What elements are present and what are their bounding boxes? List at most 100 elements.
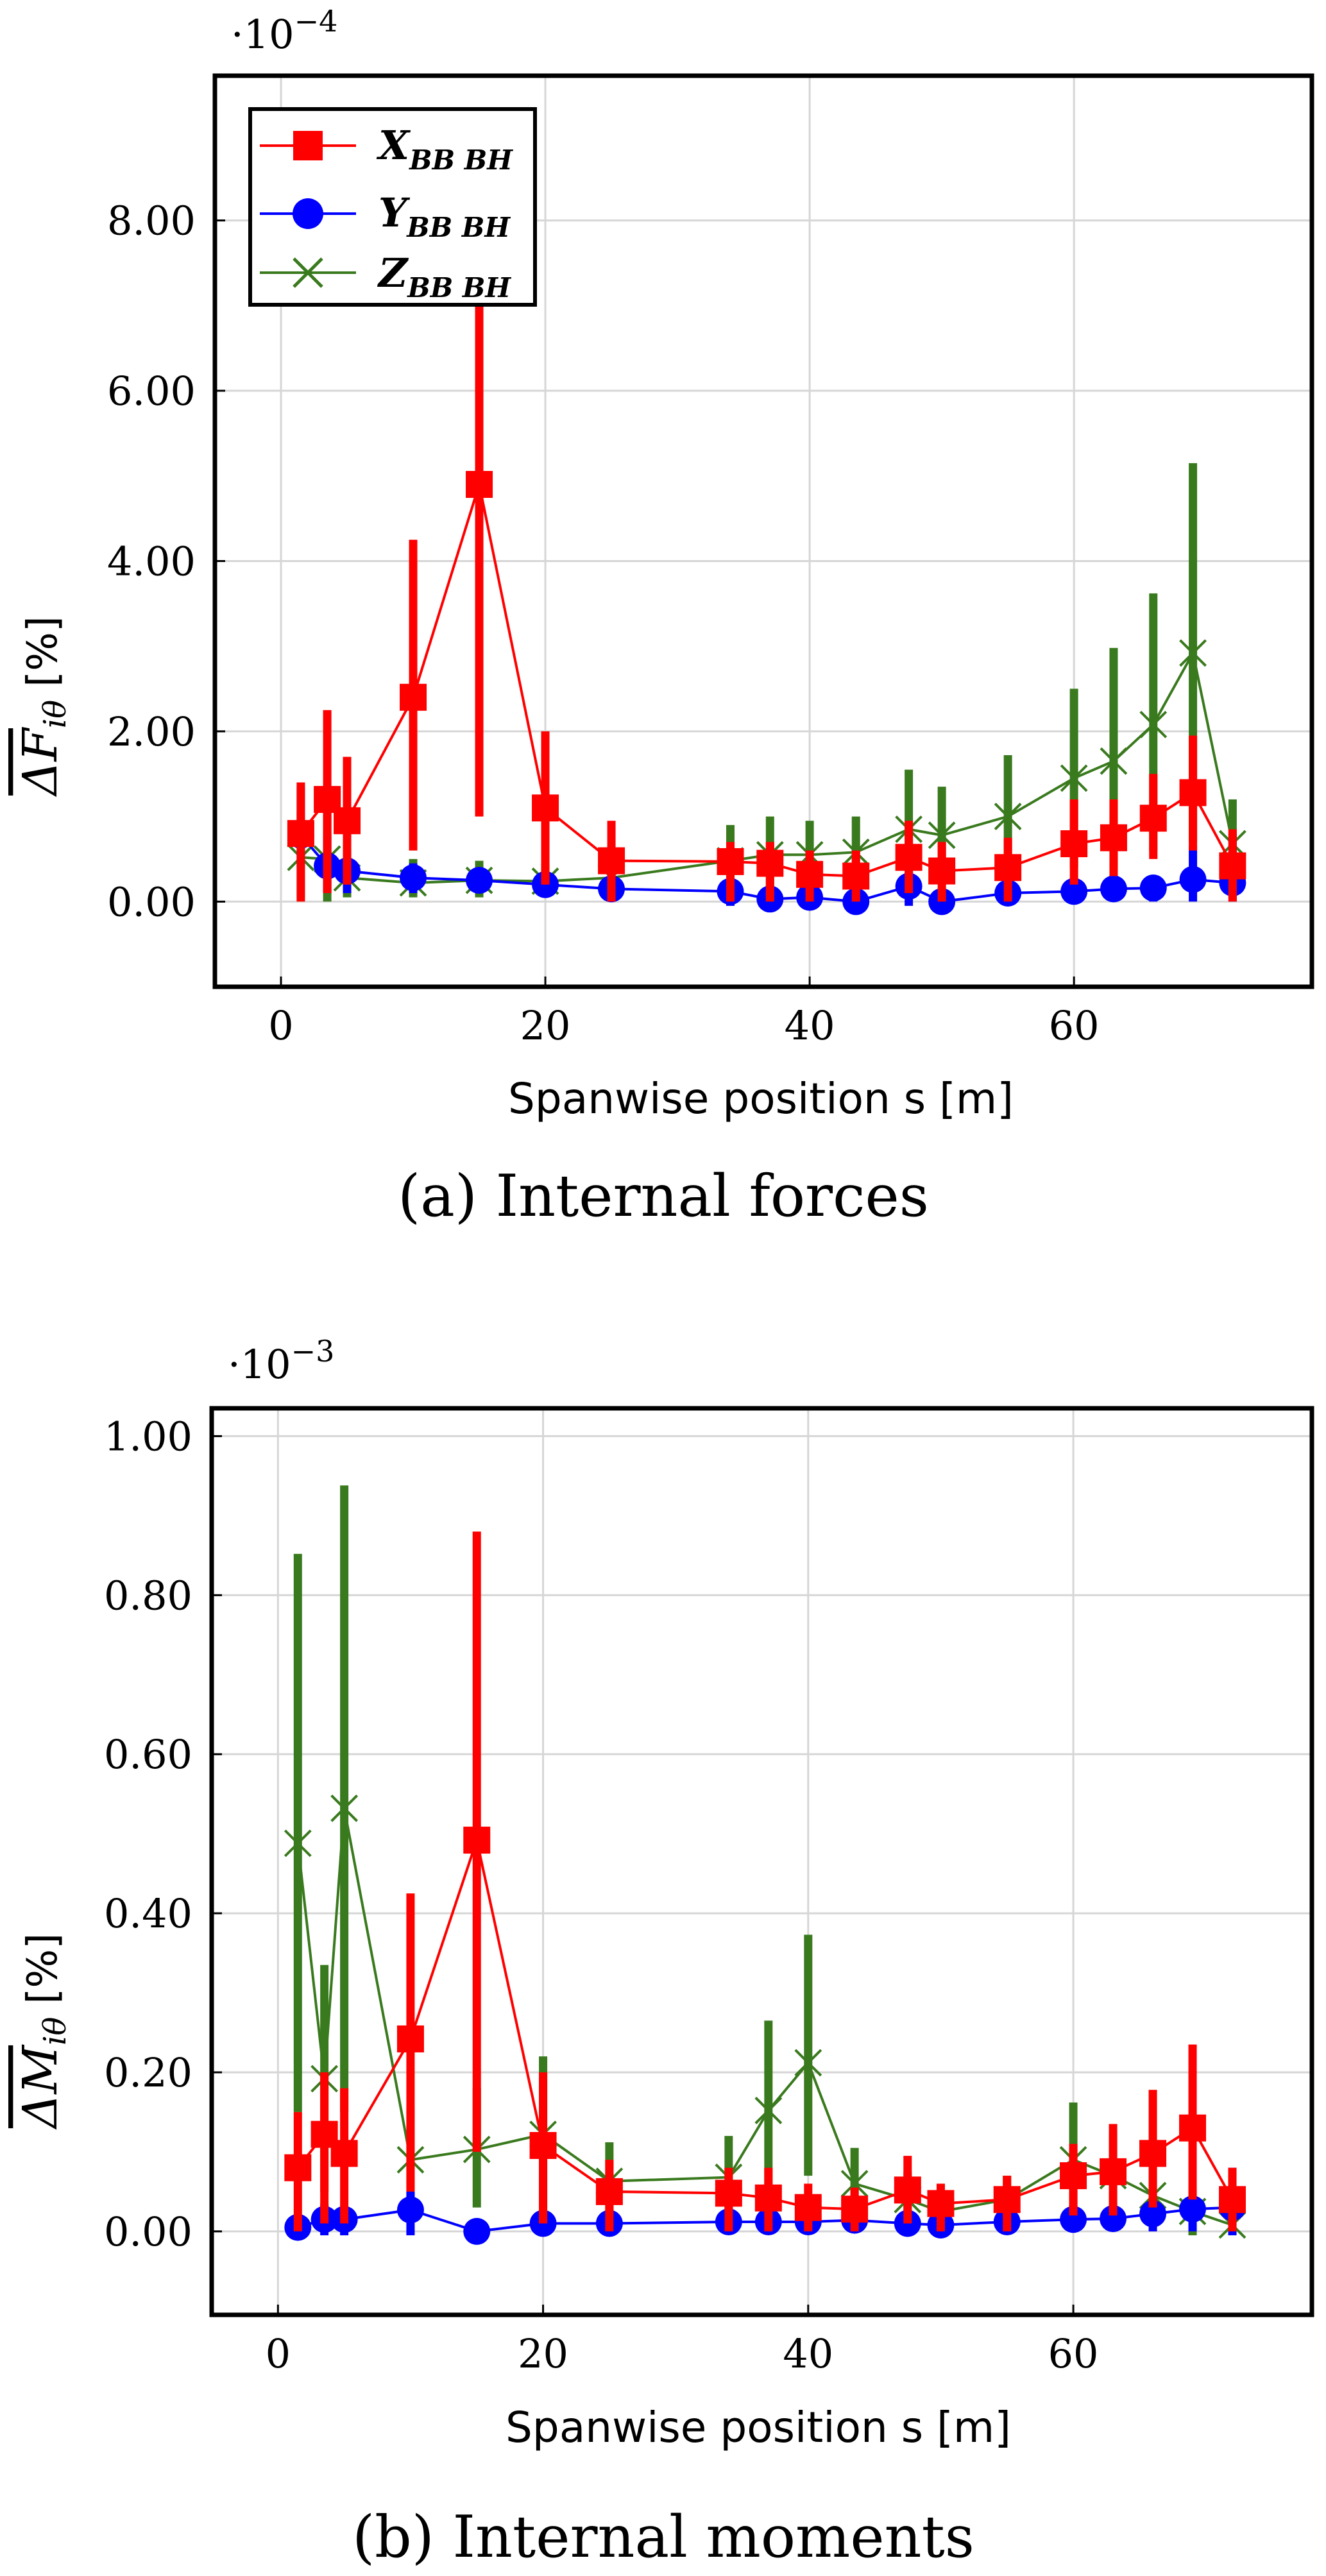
moments-y-tick-label: 0.40 [104,1890,192,1937]
moments-x-point [715,2179,742,2207]
forces-series-x [287,288,1246,902]
forces-y-tick-label: 0.00 [107,878,196,925]
forces-x-tick-label: 40 [785,1002,835,1049]
forces-caption: (a) Internal forces [398,1163,929,1230]
moments-x-point [1179,2114,1207,2142]
forces-x-point [287,820,314,848]
moments-series-x [284,1531,1246,2231]
legend-marker-square [293,131,323,160]
moments-x-point [595,2178,623,2205]
forces-z-point [1100,747,1128,775]
moments-x-point [284,2154,312,2181]
forces-y-tick-label: 2.00 [107,708,196,755]
forces-x-point [598,847,625,874]
forces-x-point [400,683,427,711]
forces-x-point [1060,830,1088,858]
moments-z-point [840,2170,869,2197]
forces-z-point [1060,764,1088,792]
forces-y-label: ΔFiθ [%] [13,616,73,798]
forces-y-label-unit: [%] [19,616,67,687]
forces-x-point [1219,852,1246,880]
moments-x-point [463,1827,491,1854]
forces-y-label-main: ΔF [13,726,68,797]
moments-caption: (b) Internal moments [352,2503,974,2571]
forces-z-point [994,803,1022,830]
moments-y-tick-label: 0.60 [104,1731,192,1778]
moments-x-point [1139,2140,1167,2167]
moments-x-tick-label: 60 [1048,2330,1099,2377]
moments-x-point [330,2140,358,2167]
forces-x-point [1100,824,1127,851]
legend-entry-y: YBB BH [260,189,511,243]
svg-text:ΔMiθ[%]: ΔMiθ [%] [13,1933,73,2130]
forces-x-label: Spanwise position s [m] [508,1074,1014,1123]
moments-y-tick-label: 0.80 [104,1572,192,1619]
legend-marker-circle [293,198,323,229]
moments-x-point [1219,2186,1246,2213]
moments-series-z [284,1485,1246,2239]
moments-scale-label: ·10−3 [228,1334,334,1388]
moments-x-point [927,2190,955,2217]
moments-y-point [463,2217,491,2245]
forces-y-tick-label: 4.00 [107,538,196,584]
moments-x-tick-label: 20 [518,2330,568,2377]
forces-x-tick-label: 60 [1049,1002,1100,1049]
forces-y-label-sub: iθ [37,700,73,728]
moments-y-tick-label: 1.00 [104,1413,192,1460]
forces-z-point [1179,639,1207,667]
legend-marker-x [293,257,323,288]
forces-y-point [400,864,427,892]
forces-y-tick-label: 8.00 [107,198,196,244]
forces-y-point [466,867,493,894]
moments-y-tick-label: 0.20 [104,2049,192,2096]
moments-y-label: ΔMiθ [%] [13,1933,73,2130]
moments-y-point [1100,2205,1127,2233]
svg-text:ΔFiθ[%]: ΔFiθ [%] [13,616,73,798]
forces-y-point [1139,874,1167,902]
moments-x-point [841,2196,869,2223]
svg-text:ZBB BH: ZBB BH [377,250,511,303]
moments-x-label: Spanwise position s [m] [506,2403,1011,2452]
forces-x-point [466,471,493,499]
forces-x-tick-label: 20 [520,1002,571,1049]
forces-x-point [1179,779,1207,806]
moments-x-point [1060,2162,1087,2190]
moments-x-point [993,2186,1021,2213]
moments-x-point [396,2025,424,2052]
moments-z-point [330,1795,359,1822]
moments-y-point [1179,2196,1207,2223]
moments-z-point [754,2097,783,2124]
forces-scale-label: ·10−4 [231,4,337,58]
forces-x-point [717,848,744,875]
svg-text:YBB BH: YBB BH [378,189,511,243]
legend-entry-z: ZBB BH [260,250,511,303]
forces-ticks: 0 20 40 60 0.00 2.00 4.00 6.00 8.00 [107,198,1100,1049]
moments-z-point [284,1829,312,1857]
moments-series [284,1485,1246,2245]
forces-x-point [756,849,784,877]
forces-y-tick-label: 6.00 [107,368,196,414]
legend-entry-x: XBB BH [260,122,513,176]
forces-y-point [1100,875,1127,903]
moments-y-tick-label: 0.00 [104,2208,192,2255]
forces-x-point [928,857,956,885]
moments-y-point [396,2196,424,2224]
forces-x-point [994,854,1022,882]
moments-chart: 0 20 40 60 0.00 0.20 0.40 0.60 0.80 1.00 ·10−3 ΔM… [13,1334,1314,2571]
moments-x-point [754,2184,782,2212]
forces-legend: XBB BH YBB BH ZBB BH [248,107,537,307]
forces-z-point [1139,710,1168,738]
moments-plot-frame [209,1406,1314,2317]
forces-x-point [895,844,922,871]
moments-x-tick-label: 0 [266,2330,291,2377]
moments-y-label-unit: [%] [19,1933,67,2004]
forces-z-point [928,821,956,849]
forces-scale-exponent: −4 [294,4,338,38]
forces-x-point [532,794,559,822]
svg-text:XBB BH: XBB BH [376,122,513,176]
moments-y-label-sub: iθ [37,2017,73,2045]
forces-plot-frame [212,73,1314,989]
moments-z-point [794,2049,822,2077]
forces-x-point [334,807,361,835]
